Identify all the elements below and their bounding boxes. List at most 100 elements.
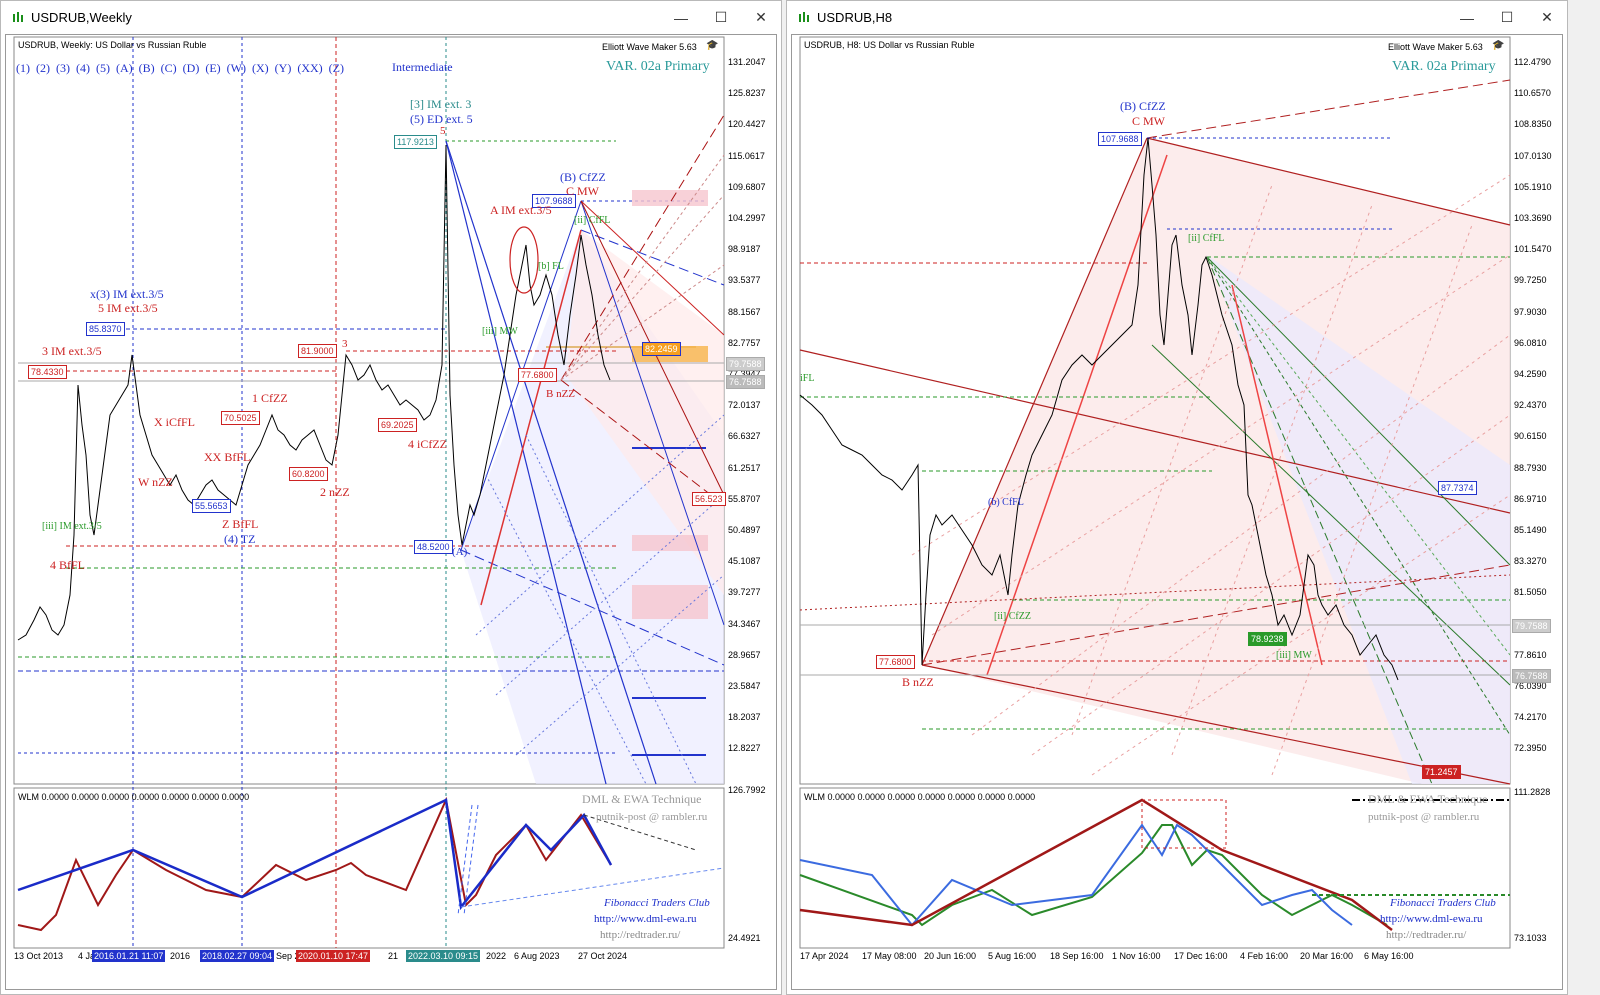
- degree-button[interactable]: (B): [138, 61, 155, 75]
- price-tick: 66.6327: [728, 431, 761, 442]
- degree-button[interactable]: (4): [76, 61, 90, 75]
- left-chart-drawing: [13, 36, 725, 949]
- degree-button[interactable]: (5): [96, 61, 110, 75]
- right-tool-label: Elliott Wave Maker 5.63: [1388, 42, 1483, 52]
- price-tick: 125.8237: [728, 88, 766, 99]
- box-85: 85.8370: [86, 322, 125, 336]
- label-iicfl: [ii] CfFL: [574, 215, 611, 226]
- price-tick: 72.3950: [1514, 743, 1547, 754]
- left-club: Fibonacci Traders Club: [604, 897, 710, 909]
- degree-button[interactable]: (2): [36, 61, 50, 75]
- degree-button[interactable]: (Y): [274, 61, 292, 75]
- right-label-bnzz: B nZZ: [902, 675, 934, 689]
- degree-button[interactable]: (X): [252, 61, 269, 75]
- price-tick: 115.0617: [728, 150, 765, 161]
- label-ed5: (5) ED ext. 5: [410, 112, 473, 126]
- left-date-3: Sep 2: [276, 951, 300, 961]
- left-chart-window: USDRUB,Weekly — ☐ ✕: [0, 0, 782, 995]
- graduation-cap-icon: 🎓: [1492, 40, 1505, 51]
- label-xicfl: X iCfFL: [154, 415, 196, 429]
- right-label-cmw: C MW: [1132, 114, 1165, 128]
- price-tick: 28.9657: [728, 649, 761, 660]
- degree-button[interactable]: (D): [182, 61, 200, 75]
- label-icfzz4: 4 iCfZZ: [408, 437, 447, 451]
- date-tick: 20 Jun 16:00: [924, 951, 977, 961]
- label-three: 3: [342, 338, 348, 350]
- maximize-button[interactable]: ☐: [714, 9, 728, 25]
- right-variant-label: VAR. 02a Primary: [1392, 59, 1496, 74]
- close-button[interactable]: ✕: [1541, 9, 1553, 25]
- label-bffl4: 4 BfFL: [50, 558, 86, 572]
- degree-button[interactable]: (Z): [328, 61, 344, 75]
- left-titlebar[interactable]: USDRUB,Weekly — ☐ ✕: [1, 1, 781, 34]
- right-chart-canvas[interactable]: USDRUB, H8: US Dollar vs Russian Ruble E…: [791, 34, 1563, 990]
- label-wnzz: W nZZ: [138, 475, 173, 489]
- right-osc-tick-top: 111.2828: [1514, 787, 1551, 797]
- price-tick: 74.2170: [1514, 712, 1547, 723]
- left-date-1: 4 Jan: [78, 951, 101, 961]
- left-chart-canvas[interactable]: USDRUB, Weekly: US Dollar vs Russian Rub…: [5, 34, 777, 990]
- left-email: putnik-post @ rambler.ru: [596, 811, 708, 823]
- price-tick: 94.2590: [1514, 369, 1547, 379]
- right-box-87: 87.7374: [1438, 481, 1477, 495]
- label-nzz2: 2 nZZ: [320, 485, 350, 499]
- right-label-iicffl: [ii] CfFL: [1188, 233, 1225, 244]
- degree-button[interactable]: (E): [205, 61, 221, 75]
- date-tick: 17 Dec 16:00: [1174, 951, 1228, 961]
- degree-button[interactable]: (W): [226, 61, 246, 75]
- maximize-button[interactable]: ☐: [1500, 9, 1514, 25]
- price-tick: 12.8227: [728, 743, 761, 754]
- box-69: 69.2025: [378, 418, 417, 432]
- box-82: 82.2459: [642, 342, 681, 356]
- label-tz4: (4) TZ: [224, 532, 256, 546]
- degree-button[interactable]: (1): [16, 61, 30, 75]
- label-iiimw: [iii] MW: [482, 326, 518, 337]
- minimize-button[interactable]: —: [674, 9, 688, 26]
- label-aim: A IM ext.3/5: [490, 203, 552, 217]
- left-site2[interactable]: http://redtrader.ru/: [600, 929, 681, 941]
- degree-button[interactable]: (3): [56, 61, 70, 75]
- price-tick: 82.7757: [728, 337, 761, 348]
- price-tick: 109.6807: [728, 181, 766, 192]
- degree-label[interactable]: Intermediate: [392, 60, 453, 74]
- price-tick: 45.1087: [728, 556, 761, 567]
- left-date-tag-3: 2022.03.10 09:15: [406, 950, 481, 962]
- price-tick: 98.9187: [728, 244, 761, 255]
- minimize-button[interactable]: —: [1460, 9, 1474, 26]
- price-tick: 131.2047: [728, 57, 766, 67]
- price-tick: 77.3947: [728, 369, 761, 379]
- label-xxbfl: XX BfFL: [204, 450, 251, 464]
- left-osc-tick-top: 126.7992: [728, 785, 766, 795]
- price-tick: 83.3270: [1514, 556, 1547, 567]
- right-label-iiimw: [iii] MW: [1276, 650, 1312, 661]
- left-date-2: 2016: [170, 951, 191, 961]
- current-price-1: 79.7588: [726, 357, 765, 371]
- right-titlebar[interactable]: USDRUB,H8 — ☐ ✕: [787, 1, 1567, 34]
- left-chart-header: USDRUB, Weekly: US Dollar vs Russian Rub…: [18, 40, 207, 50]
- price-tick: 81.5050: [1514, 587, 1547, 598]
- box-81: 81.9000: [298, 344, 337, 358]
- right-technique: DML & EWA Technique: [1368, 792, 1488, 806]
- right-site1[interactable]: http://www.dml-ewa.ru: [1380, 913, 1483, 925]
- graduation-cap-icon: 🎓: [706, 40, 719, 51]
- price-tick: 92.4370: [1514, 400, 1547, 411]
- right-chart-drawing: [799, 36, 1511, 949]
- degree-button[interactable]: (A): [116, 61, 133, 75]
- right-label-ifl: iFL: [800, 373, 815, 384]
- degree-button[interactable]: (XX): [297, 61, 323, 75]
- left-osc-header: WLM 0.0000 0.0000 0.0000 0.0000 0.0000 0…: [18, 792, 250, 802]
- price-tick: 55.8707: [728, 493, 761, 504]
- chart-icon: [11, 11, 25, 25]
- right-osc-header: WLM 0.0000 0.0000 0.0000 0.0000 0.0000 0…: [804, 792, 1036, 802]
- close-button[interactable]: ✕: [755, 9, 767, 25]
- date-tick: 20 Mar 16:00: [1300, 951, 1354, 961]
- right-site2[interactable]: http://redtrader.ru/: [1386, 929, 1467, 941]
- label-bcfzz: (B) CfZZ: [560, 170, 606, 184]
- label-a-cap: (A): [452, 546, 468, 558]
- price-tick: 72.0137: [728, 400, 761, 411]
- price-tick: 39.7277: [728, 587, 761, 598]
- right-club: Fibonacci Traders Club: [1390, 897, 1496, 909]
- left-site1[interactable]: http://www.dml-ewa.ru: [594, 913, 697, 925]
- degree-button[interactable]: (C): [160, 61, 177, 75]
- box-70: 70.5025: [221, 411, 260, 425]
